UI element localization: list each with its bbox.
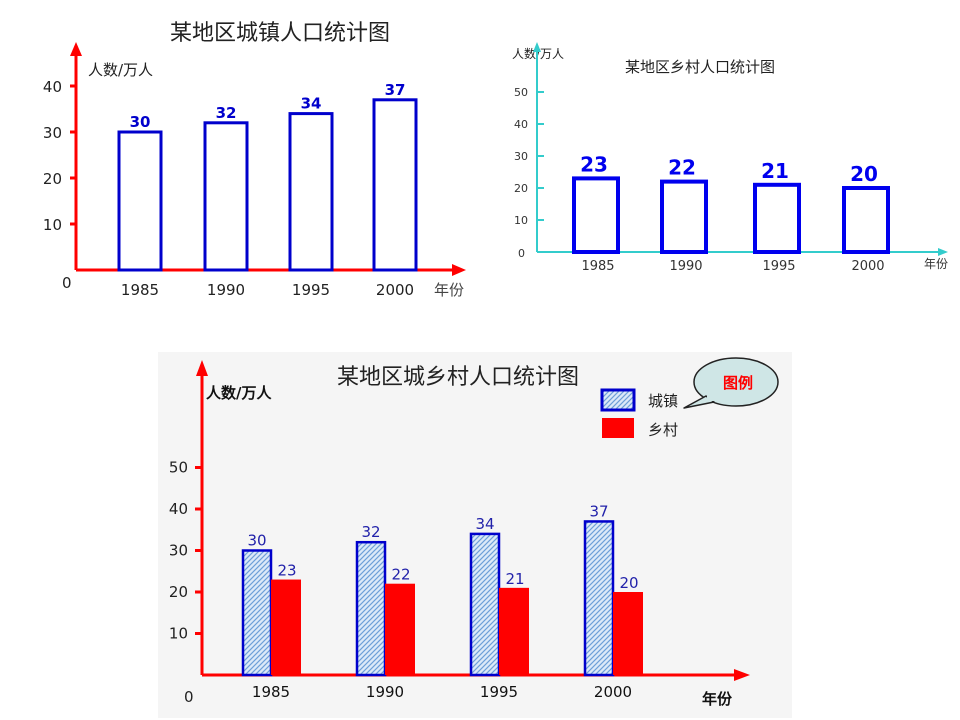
rural-bar-label: 21 [761,159,789,183]
urban-bar-label: 37 [385,81,406,99]
combined-x-axis-arrow [734,669,750,681]
rural-bar-1990 [660,179,708,255]
urban-y-tick-label: 40 [43,78,62,96]
urban-bar-label: 30 [130,113,151,131]
combined-origin-label: 0 [184,688,194,706]
urban-bar-1985 [117,130,163,272]
urban-bar-label: 34 [301,95,322,113]
urban-chart: 某地区城镇人口统计图 人数/万人 0 年份 10 20 30 40 30 1985 32 1… [43,21,466,299]
rural-bar-label: 23 [580,152,608,176]
rural-y-tick-label: 30 [514,150,528,163]
rural-bar-2000 [842,186,890,254]
combined-rural-bar-label: 23 [277,562,296,580]
combined-y-axis-arrow [196,360,208,376]
combined-y-tick-label: 10 [169,625,188,643]
rural-y-axis-label: 人数/万人 [512,46,564,61]
urban-chart-title: 某地区城镇人口统计图 [170,21,390,46]
urban-x-tick-label: 2000 [376,281,414,299]
rural-x-tick-label: 1995 [762,259,795,274]
urban-origin-label: 0 [62,274,72,292]
rural-y-tick-label: 50 [514,86,528,99]
combined-urban-bar-label: 32 [361,523,380,541]
combined-x-tick-label: 1985 [252,683,290,701]
urban-bar-1990 [203,121,249,272]
urban-y-tick-label: 20 [43,170,62,188]
legend-urban-label: 城镇 [648,392,678,410]
combined-urban-bar-label: 37 [589,502,608,520]
urban-bar-2000 [372,98,418,272]
rural-bar-1985 [572,176,620,254]
urban-y-tick-label: 30 [43,124,62,142]
combined-y-tick-label: 30 [169,542,188,560]
combined-rural-bar-label: 20 [619,574,638,592]
urban-bar-1995 [288,112,334,272]
urban-x-axis-arrow [452,264,466,276]
combined-urban-bar-label: 34 [475,515,494,533]
urban-y-axis-arrow [70,42,82,56]
legend-rural-swatch [602,418,634,438]
rural-x-tick-label: 1985 [581,259,614,274]
urban-y-axis-label: 人数/万人 [88,61,153,79]
combined-x-axis-label: 年份 [702,690,733,708]
legend-urban-swatch [600,388,636,412]
combined-x-tick-label: 2000 [594,683,632,701]
legend-rural-label: 乡村 [648,421,678,439]
urban-x-axis-label: 年份 [434,281,464,299]
rural-y-tick-label: 20 [514,182,528,195]
combined-rural-bar-1985 [271,579,301,675]
legend-callout: 图例 [683,357,779,409]
combined-chart-title: 某地区城乡村人口统计图 [337,365,579,390]
combined-rural-bar-label: 22 [391,566,410,584]
combined-y-tick-label: 40 [169,500,188,518]
combined-urban-bar-label: 30 [247,532,266,550]
rural-y-tick-label: 40 [514,118,528,131]
rural-y-axis-arrow [533,42,541,52]
legend-title: 图例 [723,374,753,392]
urban-y-tick-label: 10 [43,216,62,234]
combined-rural-bar-1995 [499,587,529,675]
rural-bar-1995 [753,182,801,254]
combined-urban-bar-1985 [241,549,273,677]
combined-y-axis-label: 人数/万人 [206,384,272,402]
rural-bar-label: 20 [850,162,878,186]
rural-chart-title: 某地区乡村人口统计图 [625,58,775,76]
rural-x-axis-label: 年份 [924,257,948,271]
rural-y-tick-label: 10 [514,214,528,227]
combined-y-tick-label: 20 [169,583,188,601]
combined-urban-bar-1990 [355,540,387,677]
combined-rural-bar-1990 [385,583,415,675]
rural-x-tick-label: 2000 [851,259,884,274]
combined-x-tick-label: 1990 [366,683,404,701]
combined-rural-bar-label: 21 [505,570,524,588]
combined-urban-bar-1995 [469,532,501,677]
rural-origin-label: 0 [518,247,525,260]
rural-x-tick-label: 1990 [669,259,702,274]
rural-chart: 某地区乡村人口统计图 人数/万人 0 年份 10 20 30 40 50 23 1985 2… [512,42,948,274]
combined-y-tick-label: 50 [169,459,188,477]
urban-bar-label: 32 [216,104,237,122]
urban-x-tick-label: 1995 [292,281,330,299]
urban-x-tick-label: 1985 [121,281,159,299]
combined-rural-bar-2000 [613,592,643,675]
urban-x-tick-label: 1990 [207,281,245,299]
combined-chart: 某地区城乡村人口统计图 人数/万人 0 年份 10 20 30 40 50 30 23 19… [158,352,792,718]
combined-x-tick-label: 1995 [480,683,518,701]
combined-urban-bar-2000 [583,520,615,677]
rural-bar-label: 22 [668,156,696,180]
rural-x-axis-arrow [938,248,948,256]
